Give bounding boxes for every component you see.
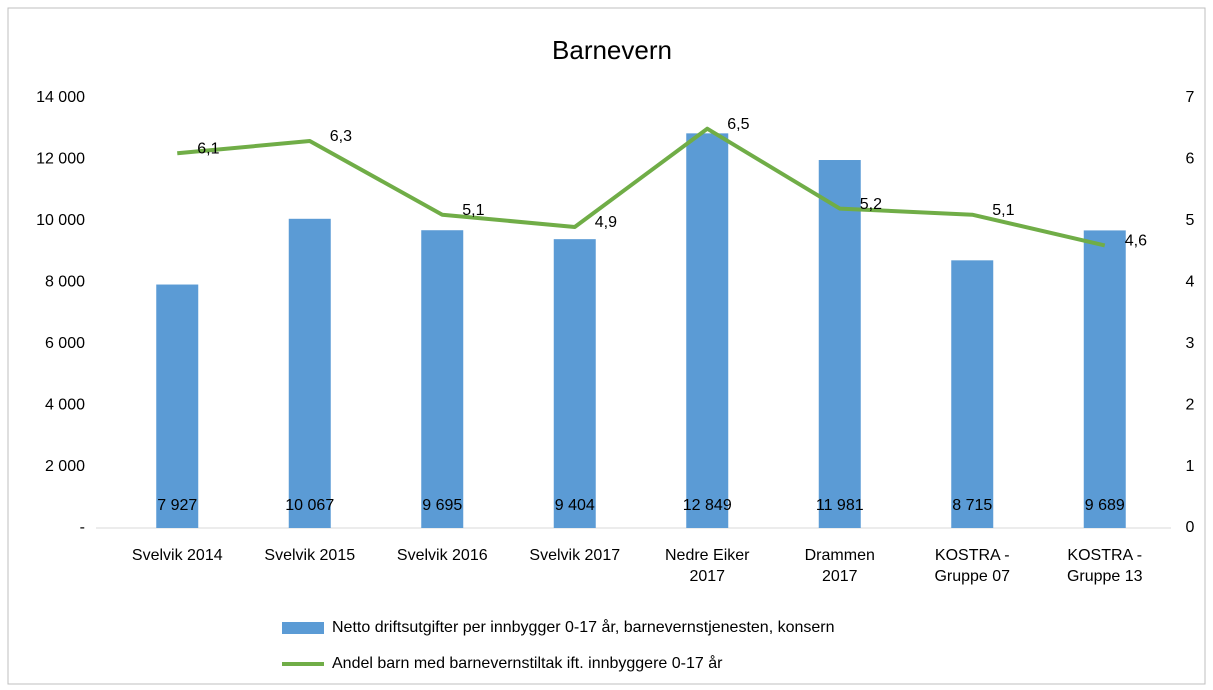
bar-value-label: 10 067 [285,497,334,514]
y-tick-label: 8 000 [45,274,85,291]
bar [421,230,464,528]
y2-tick-label: 7 [1186,89,1195,106]
y2-tick-label: 4 [1186,274,1195,291]
y-tick-label: 4 000 [45,396,85,413]
line-value-label: 4,9 [595,214,617,231]
legend-label: Netto driftsutgifter per innbygger 0-17 … [332,618,835,636]
line-value-label: 4,6 [1125,233,1147,250]
line-value-label: 6,1 [197,141,219,158]
y-tick-label: 14 000 [36,89,85,106]
bar [156,284,199,528]
x-tick-label: Nedre Eiker 2017 [665,547,750,585]
x-tick-label: Svelvik 2017 [529,547,620,564]
line-value-label: 6,3 [330,128,352,145]
y-tick-label: 10 000 [36,212,85,229]
y2-tick-label: 0 [1186,519,1195,536]
bar-value-label: 12 849 [683,497,732,514]
line-value-label: 5,1 [992,202,1014,219]
bar [686,133,729,528]
line-value-label: 5,2 [860,196,882,213]
y2-tick-label: 2 [1186,396,1195,413]
bar-value-label: 9 404 [555,497,595,514]
legend-label: Andel barn med barnevernstiltak ift. inn… [332,654,723,672]
bar-value-label: 11 981 [816,497,864,514]
x-tick-label: Svelvik 2014 [132,547,223,564]
chart-title: Barnevern [552,35,672,65]
y2-tick-label: 6 [1186,151,1195,168]
bar [288,218,331,528]
x-tick-label: KOSTRA -Gruppe 13 [1067,547,1143,585]
x-tick-label: Svelvik 2016 [397,547,488,564]
legend-swatch [282,622,324,634]
chart-border [7,7,1206,685]
line-value-label: 5,1 [462,202,484,219]
y-tick-label: 2 000 [45,458,85,475]
x-tick-label: KOSTRA -Gruppe 07 [934,547,1010,585]
bar [951,260,994,528]
y-tick-label: 6 000 [45,335,85,352]
bar [818,160,861,528]
x-tick-label: Drammen 2017 [805,547,875,585]
y-tick-label: - [80,519,85,536]
y-tick-label: 12 000 [36,151,85,168]
bar-value-label: 7 927 [157,497,197,514]
y2-tick-label: 3 [1186,335,1195,352]
y2-tick-label: 1 [1186,458,1195,475]
bar-value-label: 9 689 [1085,497,1125,514]
bar [553,239,596,529]
bar [1083,230,1126,528]
x-tick-label: Svelvik 2015 [264,547,355,564]
bar-value-label: 9 695 [422,497,462,514]
line-value-label: 6,5 [727,116,749,133]
line [177,126,1106,248]
bar-value-label: 8 715 [952,497,992,514]
y2-tick-label: 5 [1186,212,1195,229]
